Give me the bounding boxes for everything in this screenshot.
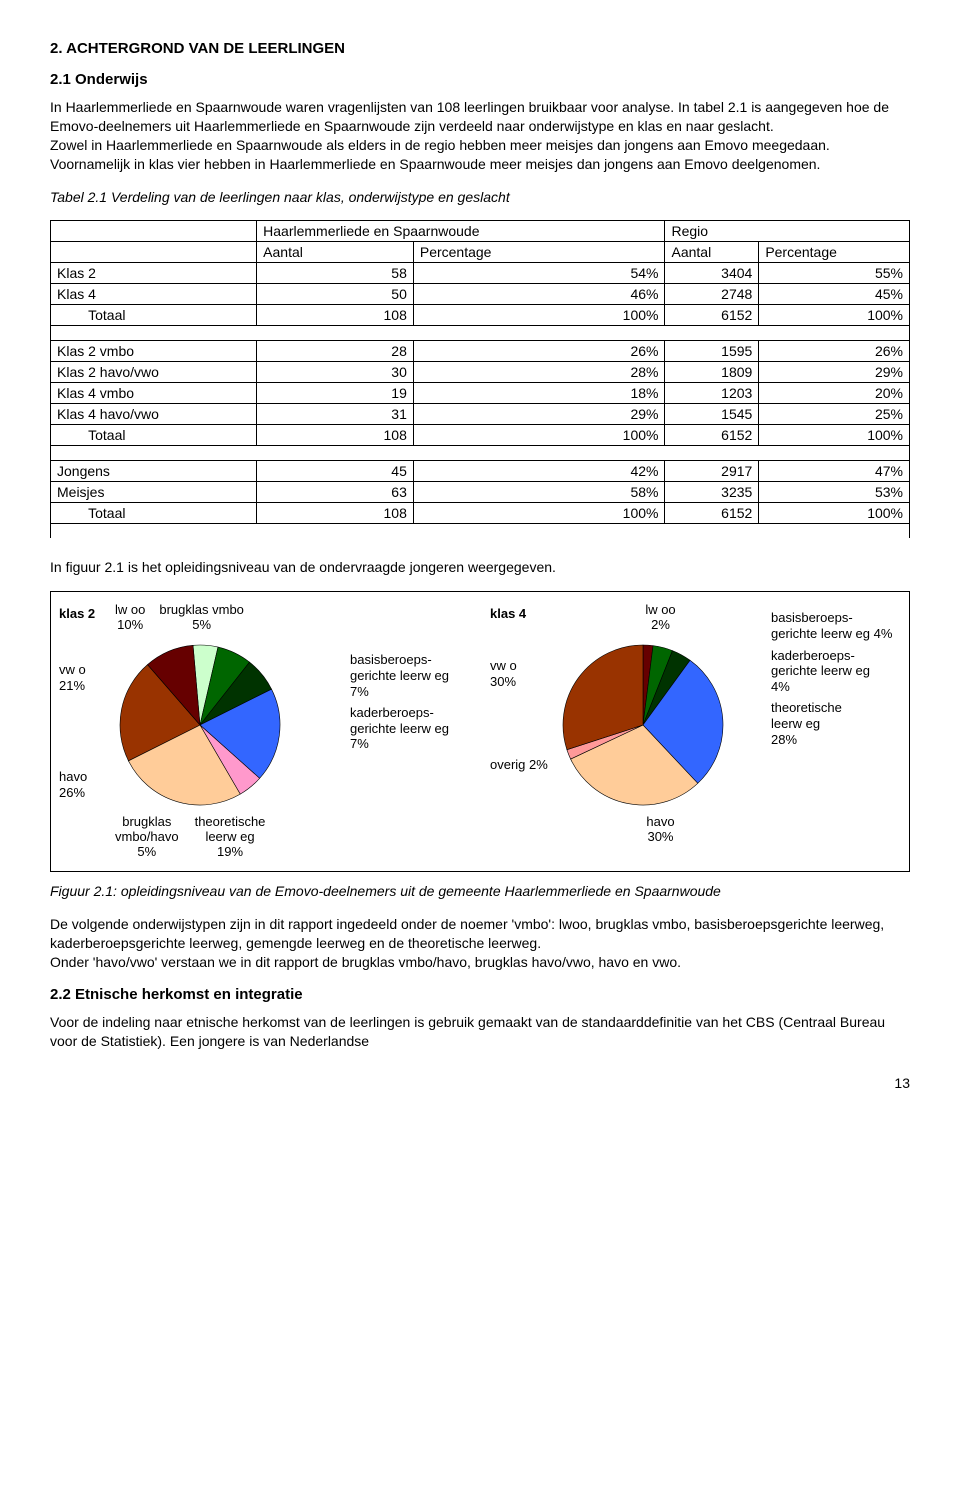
table-row: Totaal108100%6152100% — [51, 503, 910, 524]
table-caption: Tabel 2.1 Verdeling van de leerlingen na… — [50, 188, 910, 207]
paragraph: In Haarlemmerliede en Spaarnwoude waren … — [50, 98, 910, 174]
pie-charts-figure: klas 2 vw o21% havo26% lw oo10% brugklas… — [50, 591, 910, 872]
table-row: Klas 2 havo/vwo3028%180929% — [51, 362, 910, 383]
table-row: Meisjes6358%323553% — [51, 482, 910, 503]
table-row: Klas 45046%274845% — [51, 284, 910, 305]
table-row: Klas 25854%340455% — [51, 263, 910, 284]
table-row: Klas 4 havo/vwo3129%154525% — [51, 404, 910, 425]
paragraph: Voor de indeling naar etnische herkomst … — [50, 1013, 910, 1051]
pie-klas4: klas 4 vw o30% overig 2% lw oo2% havo30%… — [490, 602, 901, 865]
subsection-heading: 2.2 Etnische herkomst en integratie — [50, 986, 910, 1003]
subsection-heading: 2.1 Onderwijs — [50, 71, 910, 88]
table-row: Totaal108100%6152100% — [51, 425, 910, 446]
table-row: Klas 2 vmbo2826%159526% — [51, 341, 910, 362]
distribution-table: Haarlemmerliede en Spaarnwoude Regio Aan… — [50, 220, 910, 538]
pie-klas2: klas 2 vw o21% havo26% lw oo10% brugklas… — [59, 602, 470, 865]
figure-caption: Figuur 2.1: opleidingsniveau van de Emov… — [50, 882, 910, 901]
paragraph: In figuur 2.1 is het opleidingsniveau va… — [50, 558, 910, 577]
page-number: 13 — [50, 1075, 910, 1091]
section-heading: 2. ACHTERGROND VAN DE LEERLINGEN — [50, 40, 910, 57]
table-row: Jongens4542%291747% — [51, 461, 910, 482]
paragraph: De volgende onderwijstypen zijn in dit r… — [50, 915, 910, 972]
table-row: Klas 4 vmbo1918%120320% — [51, 383, 910, 404]
table-row: Totaal108100%6152100% — [51, 305, 910, 326]
